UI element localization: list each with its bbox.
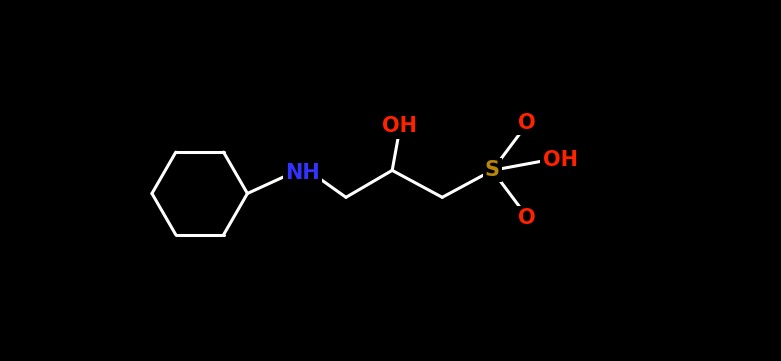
- Text: O: O: [518, 113, 536, 132]
- Text: S: S: [485, 160, 500, 180]
- Text: OH: OH: [543, 151, 577, 170]
- Text: O: O: [518, 208, 536, 228]
- Text: NH: NH: [285, 163, 319, 183]
- Text: OH: OH: [383, 117, 417, 136]
